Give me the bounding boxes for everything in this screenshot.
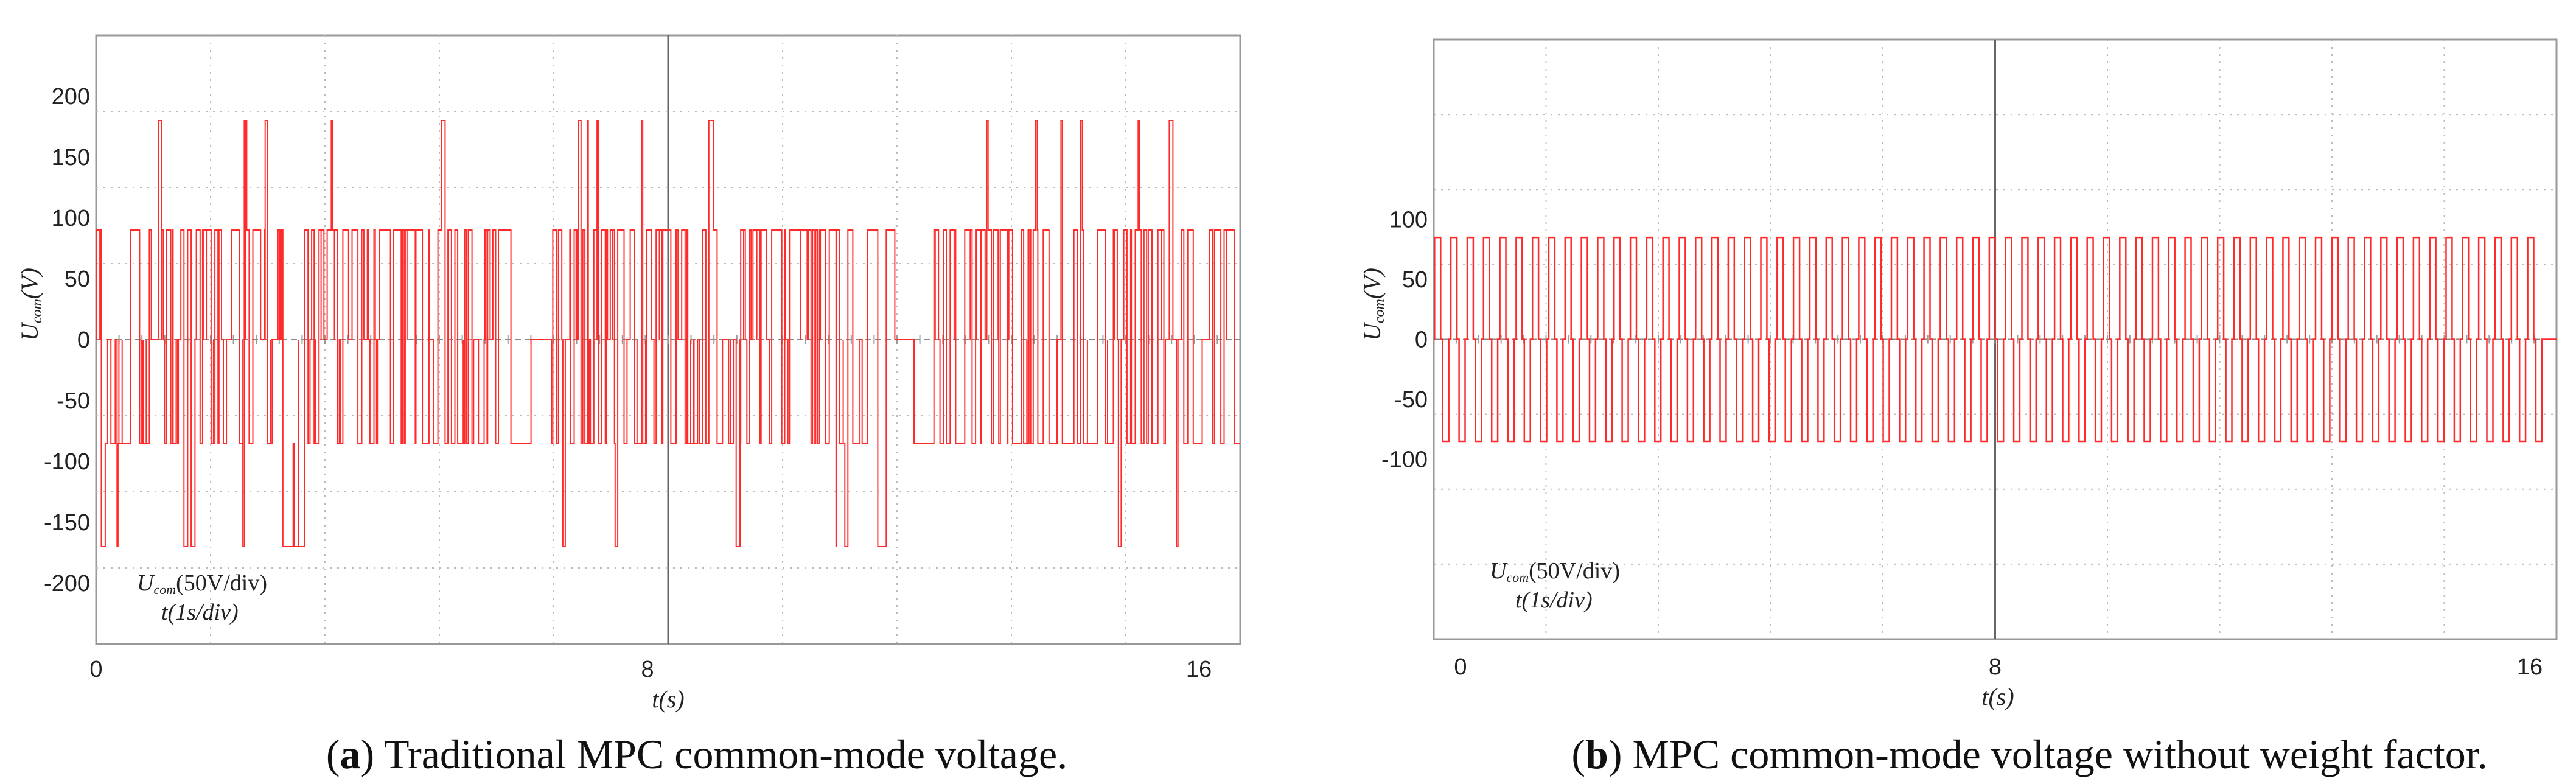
x-tick-label: 0	[1454, 654, 1467, 680]
y-tick-label: 0	[77, 327, 90, 353]
x-ticks-a: 0 8 16	[89, 657, 1212, 682]
y-tick-label: 100	[1389, 208, 1428, 233]
y-axis-label-b: Ucom(V)	[1358, 268, 1387, 341]
y-tick-label: 0	[1415, 327, 1428, 353]
y-tick-label: 50	[1402, 267, 1428, 293]
y-tick-label: 200	[52, 84, 90, 110]
y-tick-label: -100	[1381, 447, 1428, 473]
caption-a: (a) Traditional MPC common-mode voltage.	[326, 731, 1067, 777]
y-tick-label: 150	[52, 145, 90, 170]
panel-a: 200 150 100 50 0 -50 -100 -150 -200 0 8 16 Ucom(V)…	[16, 34, 1241, 777]
panel-b: 100 50 0 -50 -100 0 8 16 Ucom(V) t(s) Ucom(50V…	[1358, 38, 2558, 777]
series-line-b	[1434, 236, 2557, 443]
annotation-time-b: t(1s/div)	[1515, 587, 1593, 613]
y-ticks-a: 200 150 100 50 0 -50 -100 -150 -200	[44, 84, 90, 597]
y-tick-label: -50	[57, 388, 90, 414]
annotation-scale-b: Ucom(50V/div)	[1490, 558, 1620, 585]
x-ticks-b: 0 8 16	[1454, 654, 2543, 680]
y-axis-label-a: Ucom(V)	[16, 268, 45, 341]
y-tick-label: -150	[44, 510, 90, 536]
y-tick-label: -100	[44, 449, 90, 475]
x-axis-label-b: t(s)	[1981, 683, 2014, 710]
x-tick-label: 0	[89, 657, 102, 682]
y-tick-label: 50	[65, 267, 90, 292]
caption-b: (b) MPC common-mode voltage without weig…	[1571, 731, 2487, 777]
x-tick-label: 16	[2517, 654, 2543, 680]
y-tick-label: -50	[1394, 387, 1428, 413]
series-line-a	[96, 120, 1240, 547]
y-tick-label: 100	[52, 206, 90, 231]
series-line-ucom-a	[96, 120, 1240, 547]
y-ticks-b: 100 50 0 -50 -100	[1381, 208, 1428, 473]
annotation-time-a: t(1s/div)	[161, 600, 239, 625]
y-tick-label: -200	[44, 571, 90, 597]
x-axis-label-a: t(s)	[652, 685, 684, 713]
x-tick-label: 16	[1186, 657, 1212, 682]
x-tick-label: 8	[1989, 654, 2002, 680]
series-line-ucom-b	[1434, 236, 2557, 443]
annotation-scale-a: Ucom(50V/div)	[137, 570, 267, 597]
x-tick-label: 8	[641, 657, 654, 682]
